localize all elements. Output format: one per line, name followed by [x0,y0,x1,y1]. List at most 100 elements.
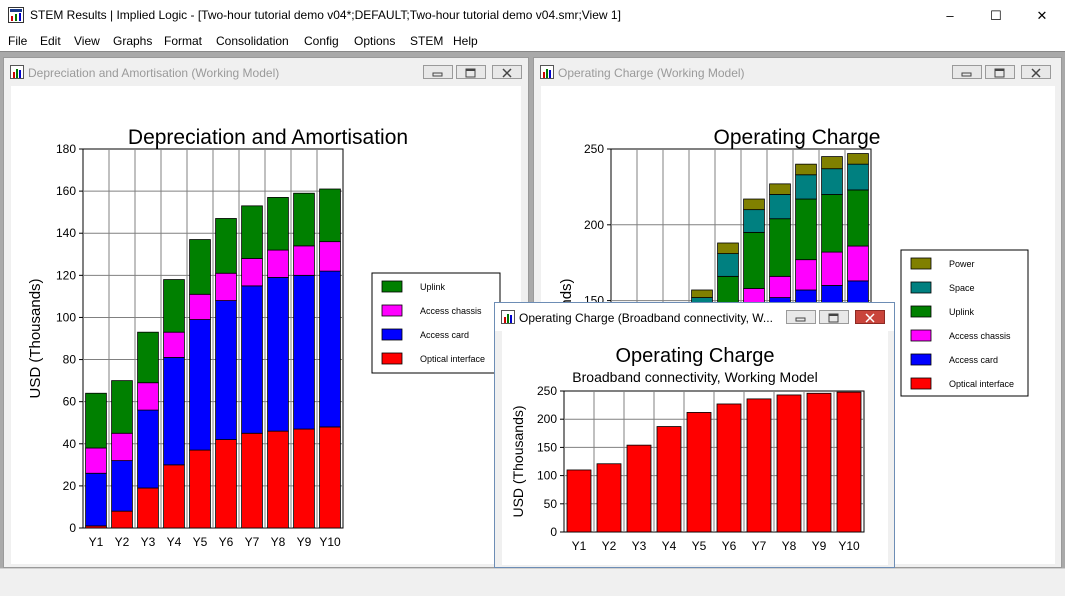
bar-segment [596,463,622,533]
bar-segment [293,245,315,276]
bar-segment [717,253,739,277]
restore-icon [465,68,476,78]
x-tick-label: Y2 [115,535,130,549]
bar-segment [821,194,843,253]
minimize-button[interactable]: – [927,0,973,31]
menu-edit[interactable]: Edit [40,34,61,48]
menu-file[interactable]: File [8,34,28,48]
bar-segment [743,198,765,211]
y-tick-label: 160 [56,184,76,198]
menu-config[interactable]: Config [304,34,339,48]
bar-segment [85,392,107,449]
bar-segment [215,272,237,302]
x-tick-label: Y6 [219,535,234,549]
menu-help[interactable]: Help [453,34,478,48]
bar-segment [267,197,289,251]
chart-window-icon [10,65,24,79]
x-tick-label: Y3 [632,539,647,553]
broadband-minimize-button[interactable] [786,310,816,324]
broadband-maximize-button[interactable] [819,310,849,324]
legend-label: Access chassis [949,331,1011,341]
bar-segment [163,279,185,333]
depreciation-minimize-button[interactable] [423,65,453,79]
x-tick-label: Y4 [167,535,182,549]
bar-segment [137,382,159,411]
y-axis-label: USD (Thousands) [510,405,526,517]
y-tick-label: 200 [537,412,557,426]
chart-subtitle: Broadband connectivity, Working Model [572,369,817,385]
depreciation-window[interactable]: Depreciation and Amortisation (Working M… [3,57,529,568]
bar-segment [189,449,211,529]
bar-segment [137,409,159,489]
menu-stem[interactable]: STEM [410,34,444,48]
stem-app-icon[interactable] [8,7,24,23]
legend-label: Optical interface [949,379,1014,389]
menu-consolidation[interactable]: Consolidation [216,34,289,48]
y-tick-label: 100 [537,469,557,483]
bar-segment [137,331,159,384]
bar-segment [137,487,159,529]
opcharge-minimize-button[interactable] [952,65,982,79]
bar-segment [836,391,862,533]
bar-segment [319,188,341,243]
y-tick-label: 60 [63,395,77,409]
y-tick-label: 250 [584,142,604,156]
broadband-window-titlebar[interactable]: Operating Charge (Broadband connectivity… [495,303,894,331]
opcharge-close-button[interactable] [1021,65,1051,79]
bar-segment [806,392,832,533]
menu-graphs[interactable]: Graphs [113,34,153,48]
bar-segment [189,293,211,320]
bar-segment [241,432,263,529]
restore-icon [994,68,1005,78]
x-tick-label: Y8 [782,539,797,553]
x-tick-label: Y6 [722,539,737,553]
bar-segment [319,241,341,272]
menu-options[interactable]: Options [354,34,396,48]
bar-segment [847,153,869,165]
y-tick-label: 250 [537,384,557,398]
bar-segment [293,428,315,529]
bar-segment [691,289,713,298]
close-icon [1031,68,1041,78]
bar-segment [241,258,263,287]
y-tick-label: 20 [63,479,77,493]
bar-segment [189,239,211,295]
app-title-bar: STEM Results | Implied Logic - [Two-hour… [0,0,1065,31]
broadband-window[interactable]: Operating Charge (Broadband connectivity… [494,302,895,568]
opcharge-maximize-button[interactable] [985,65,1015,79]
menu-bar: File Edit View Graphs Format Consolidati… [0,31,1065,51]
bar-segment [241,205,263,259]
legend-label: Access card [420,330,469,340]
broadband-chart: Operating Charge Broadband connectivity, … [510,345,865,553]
opcharge-window-title: Operating Charge (Working Model) [558,66,745,80]
minimize-icon [432,72,443,77]
x-tick-label: Y3 [141,535,156,549]
x-tick-label: Y4 [662,539,677,553]
bar-segment [267,249,289,278]
broadband-close-button[interactable] [855,310,885,324]
legend-swatch [910,377,932,390]
maximize-button[interactable]: ☐ [973,0,1019,31]
bar-segment [821,168,843,195]
depreciation-maximize-button[interactable] [456,65,486,79]
minimize-icon: – [946,8,954,23]
bar-segment [746,398,772,533]
status-bar [0,568,1065,596]
bar-segment [776,394,802,533]
bar-segment [293,274,315,430]
bar-segment [686,412,712,533]
menu-view[interactable]: View [74,34,100,48]
bar-segment [319,426,341,529]
menu-format[interactable]: Format [164,34,203,48]
legend-swatch [910,353,932,366]
bar-segment [795,198,817,261]
bar-segment [163,464,185,529]
legend-label: Access chassis [420,306,482,316]
depreciation-close-button[interactable] [492,65,522,79]
x-tick-label: Y8 [271,535,286,549]
close-button[interactable]: ✕ [1019,0,1065,31]
depreciation-window-titlebar[interactable]: Depreciation and Amortisation (Working M… [4,58,528,86]
opcharge-window-titlebar[interactable]: Operating Charge (Working Model) [534,58,1061,86]
bar-segment [847,163,869,191]
y-tick-label: 100 [56,310,76,324]
